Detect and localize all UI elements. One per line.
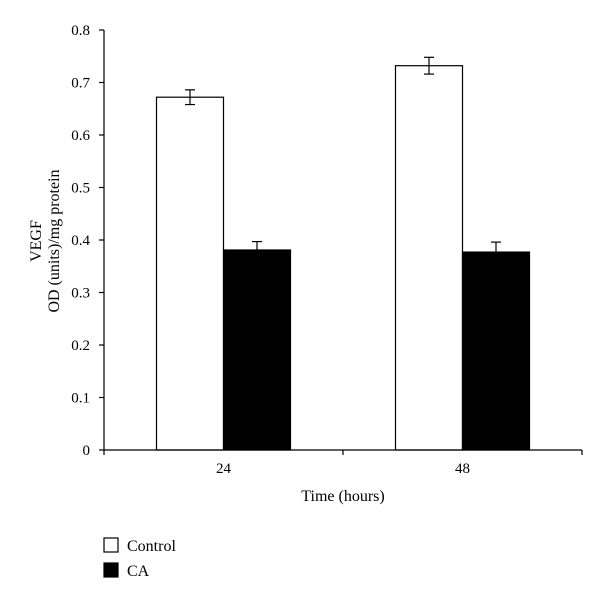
y-tick-label: 0.8 <box>71 23 90 39</box>
y-axis-ticks: 0 0.1 0.2 0.3 0.4 0.5 0.6 0.7 0.8 <box>71 23 104 459</box>
x-axis-ticks: 24 48 <box>103 450 583 477</box>
x-tick-label-48: 48 <box>455 461 470 477</box>
legend-label-control: Control <box>127 538 176 555</box>
y-tick-label: 0.6 <box>71 128 90 144</box>
error-bar-ca-48 <box>491 241 501 263</box>
bars <box>155 65 531 451</box>
y-axis-title-line-2: OD (units)/mg protein <box>46 169 63 312</box>
legend-label-ca: CA <box>127 563 150 580</box>
error-bar-control-48 <box>424 56 434 75</box>
y-axis-title-line-1: VEGF <box>28 220 45 262</box>
x-axis-title: Time (hours) <box>301 488 384 505</box>
bar-ca-48 <box>461 251 531 451</box>
bar-ca-24 <box>222 249 292 451</box>
y-tick-label: 0.7 <box>71 76 90 92</box>
error-bar-control-24 <box>185 89 195 106</box>
error-bars <box>185 56 501 263</box>
legend-swatch-ca <box>103 562 119 578</box>
y-tick-label: 0.1 <box>71 391 90 407</box>
y-tick-label: 0.5 <box>71 181 90 197</box>
legend-item-ca: CA <box>103 562 150 580</box>
x-tick-label-24: 24 <box>216 461 232 477</box>
legend-swatch-control <box>103 537 119 553</box>
y-tick-label: 0.4 <box>71 233 90 249</box>
legend: Control CA <box>103 537 176 580</box>
legend-item-control: Control <box>103 537 176 555</box>
y-tick-label: 0 <box>83 443 91 459</box>
bar-control-24 <box>155 96 225 451</box>
y-tick-label: 0.2 <box>71 338 90 354</box>
y-tick-label: 0.3 <box>71 286 90 302</box>
y-axis-title: VEGF OD (units)/mg protein <box>28 169 63 312</box>
error-bar-ca-24 <box>252 240 262 259</box>
bar-control-48 <box>394 65 464 451</box>
